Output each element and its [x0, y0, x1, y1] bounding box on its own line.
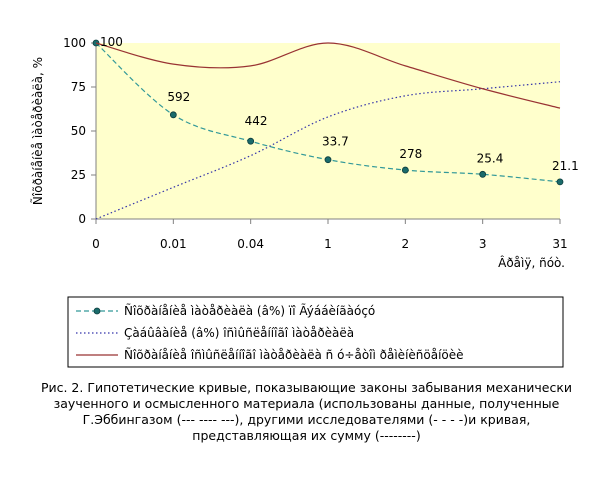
- y-tick-label: 50: [71, 124, 86, 138]
- x-tick-label: 31: [552, 237, 567, 251]
- y-tick-label: 25: [71, 168, 86, 182]
- x-axis-label: Âðåìÿ, ñóò.: [498, 255, 565, 270]
- data-label: 442: [245, 114, 268, 128]
- series-line-2: [95, 81, 561, 220]
- data-label: 21.1: [552, 159, 579, 173]
- legend-label-3: Ñîõðàíåíèå îñìûñëåííîãî ìàòåðèàëà ñ ó÷åò…: [124, 347, 464, 362]
- x-tick-label: 0.04: [237, 237, 264, 251]
- data-label: 592: [167, 90, 190, 104]
- y-axis-label: Ñîõðàíåíèå ìàòåðèàëà, %: [30, 57, 45, 205]
- legend-box: [67, 296, 564, 368]
- series-line-3: [95, 42, 561, 109]
- x-tick-label: 1: [324, 237, 332, 251]
- data-point: [324, 156, 332, 164]
- y-tick-label: 100: [63, 36, 86, 50]
- caption-line-3: Г.Эббингазом (--- ---- ---), другими исс…: [82, 412, 531, 427]
- caption-line-4: представляющая их сумму (--------): [192, 428, 421, 443]
- y-tick-label: 0: [78, 212, 86, 226]
- data-point: [401, 166, 409, 174]
- data-point: [479, 170, 487, 178]
- data-label: 25.4: [477, 151, 504, 165]
- legend-label-2: Çàáûâàíèå (â%) îñìûñëåííîãî ìàòåðèàëà: [124, 326, 354, 340]
- figure-caption: Рис. 2. Гипотетические кривые, показываю…: [0, 380, 613, 444]
- legend-label-1: Ñîõðàíåíèå ìàòåðèàëà (â%) ïî Ãýááèíãàóçó: [124, 303, 375, 318]
- data-point: [169, 111, 177, 119]
- caption-line-1: Рис. 2. Гипотетические кривые, показываю…: [40, 380, 573, 395]
- x-tick-label: 0.01: [160, 237, 187, 251]
- data-label: 33.7: [322, 135, 349, 149]
- data-label: 278: [399, 147, 422, 161]
- y-axis-title: Ñîõðàíåíèå ìàòåðèàëà, %: [30, 57, 45, 205]
- x-tick-label: 2: [402, 237, 410, 251]
- chart: Ñîõðàíåíèå ìàòåðèàëà, % 0 25 50 75 100 0 0.01…: [30, 35, 579, 368]
- series-line-1: [95, 42, 561, 183]
- legend-marker: [93, 307, 101, 315]
- plot-area: [96, 43, 560, 219]
- data-label: 100: [100, 35, 123, 49]
- data-point: [247, 137, 255, 145]
- data-point: [556, 178, 564, 186]
- x-tick-label: 0: [92, 237, 100, 251]
- caption-line-2: заученного и осмысленного материала (исп…: [53, 396, 560, 411]
- x-tick-label: 3: [479, 237, 487, 251]
- y-tick-label: 75: [71, 80, 86, 94]
